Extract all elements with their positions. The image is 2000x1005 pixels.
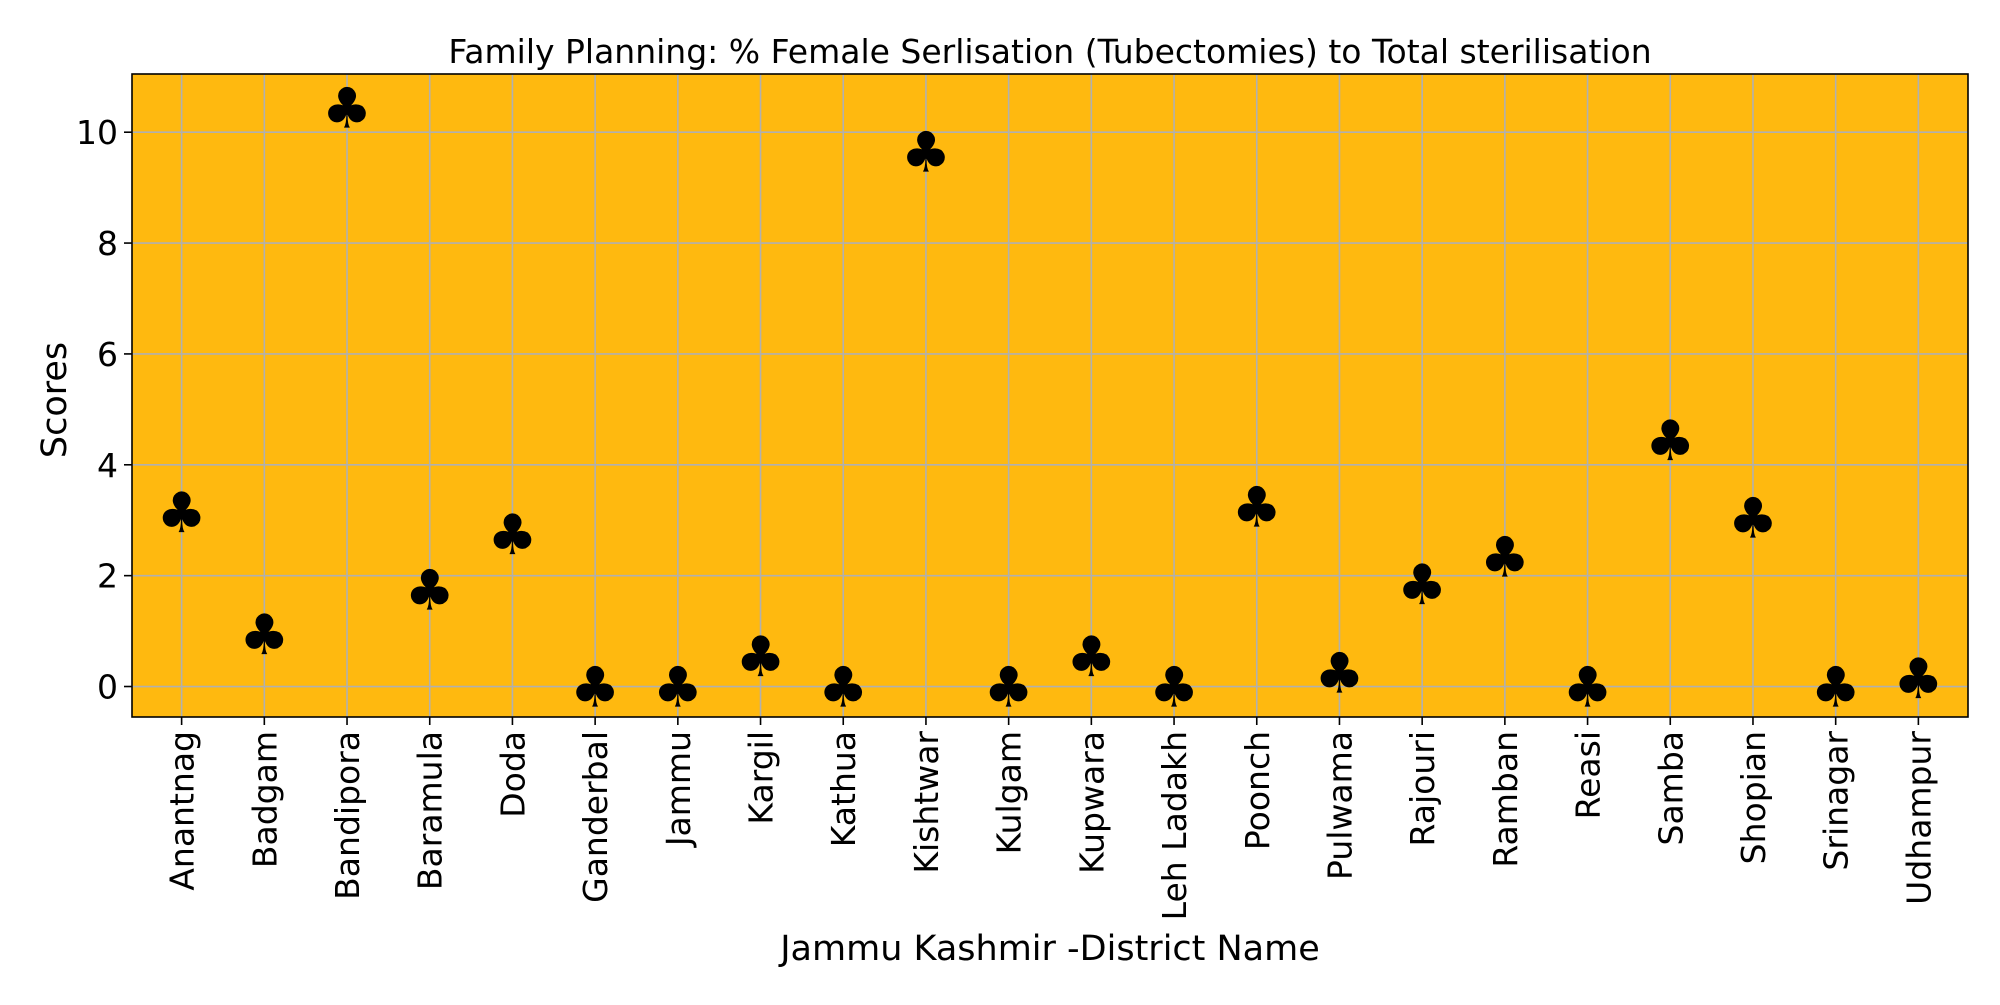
grid — [132, 74, 1968, 717]
data-point: ♣ — [1728, 486, 1778, 551]
y-tick-label: 8 — [97, 224, 118, 263]
y-axis-label: Scores — [35, 342, 75, 458]
data-point: ♣ — [157, 481, 207, 546]
x-tick-label: Ganderbal — [576, 731, 615, 903]
x-tick-label: Srinagar — [1817, 731, 1856, 871]
data-point: ♣ — [1397, 553, 1447, 618]
data-point: ♣ — [1149, 656, 1199, 721]
data-point: ♣ — [1811, 656, 1861, 721]
y-tick-label: 10 — [76, 113, 118, 152]
x-tick-label: Kathua — [824, 731, 863, 847]
x-tick-label: Kargil — [742, 731, 781, 825]
plot-area — [132, 74, 1968, 717]
data-point: ♣ — [1232, 475, 1282, 540]
y-tick-label: 0 — [97, 668, 118, 707]
y-axis-ticks: 0 2 4 6 8 10 — [76, 113, 132, 707]
data-point: ♣ — [239, 603, 289, 668]
data-point: ♣ — [735, 625, 785, 690]
x-tick-label: Doda — [493, 731, 532, 818]
x-tick-label: Samba — [1651, 731, 1690, 846]
data-point: ♣ — [322, 76, 372, 141]
data-point: ♣ — [901, 121, 951, 186]
data-point: ♣ — [1562, 656, 1612, 721]
data-points: ♣ ♣ ♣ ♣ ♣ ♣ ♣ ♣ ♣ ♣ ♣ ♣ ♣ ♣ ♣ ♣ ♣ ♣ ♣ ♣ ♣ ♣ — [157, 76, 1944, 720]
x-tick-label: Anantnag — [163, 731, 202, 891]
x-tick-label: Kupwara — [1072, 731, 1111, 874]
data-point: ♣ — [984, 656, 1034, 721]
x-tick-label: Pulwama — [1320, 731, 1359, 880]
data-point: ♣ — [570, 656, 620, 721]
y-tick-label: 6 — [97, 335, 118, 374]
data-point: ♣ — [405, 559, 455, 624]
y-tick-label: 2 — [97, 557, 118, 596]
data-point: ♣ — [1480, 525, 1530, 590]
x-tick-label: Leh Ladakh — [1155, 731, 1194, 920]
data-point: ♣ — [1645, 409, 1695, 474]
plot-frame — [131, 73, 1969, 718]
data-point: ♣ — [1893, 647, 1943, 712]
x-tick-label: Ramban — [1486, 731, 1525, 868]
x-tick-label: Jammu — [659, 731, 698, 848]
x-tick-label: Kulgam — [990, 731, 1029, 854]
data-point: ♣ — [1314, 642, 1364, 707]
x-tick-label: Rajouri — [1403, 731, 1442, 846]
x-tick-label: Bandipora — [328, 731, 367, 900]
x-axis-label: Jammu Kashmir -District Name — [778, 929, 1320, 969]
x-tick-label: Poonch — [1238, 731, 1277, 850]
chart-title: Family Planning: % Female Serlisation (T… — [448, 32, 1651, 71]
data-point: ♣ — [653, 656, 703, 721]
x-tick-label: Shopian — [1734, 731, 1773, 864]
data-point: ♣ — [818, 656, 868, 721]
x-tick-label: Reasi — [1569, 731, 1608, 819]
y-tick-label: 4 — [97, 446, 118, 485]
data-point: ♣ — [487, 503, 537, 568]
x-axis-ticks: Anantnag Badgam Bandipora Baramula Doda Gande… — [163, 717, 1938, 920]
x-tick-label: Baramula — [411, 731, 450, 890]
x-tick-label: Kishtwar — [907, 731, 946, 874]
x-tick-label: Badgam — [245, 731, 284, 868]
data-point: ♣ — [1066, 625, 1116, 690]
x-tick-label: Udhampur — [1899, 731, 1938, 905]
